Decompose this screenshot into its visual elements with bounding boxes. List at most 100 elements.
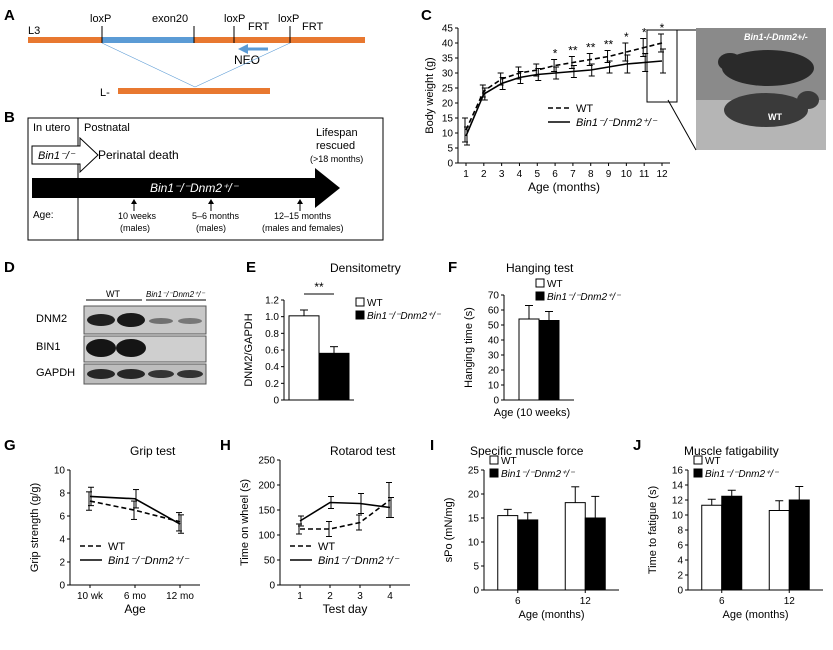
y-tick-label-j-6: 12	[672, 496, 684, 507]
age1-sub: (males)	[120, 223, 150, 233]
legend-label-f-0: WT	[547, 279, 563, 290]
y-axis-label-f: Hanging time (s)	[463, 307, 475, 388]
y-tick-label-c-4: 20	[442, 99, 454, 110]
y-tick-label-j-1: 2	[677, 571, 683, 582]
legend-label-h-0: WT	[318, 541, 335, 553]
bin1-ko-arrow	[31, 136, 99, 174]
band-gapdh-dko2	[177, 370, 203, 378]
y-tick-label-i-0: 0	[473, 586, 479, 597]
y-tick-label-f-7: 70	[488, 291, 500, 302]
chart-j: J Muscle fatigability 0 2 4 6 8 10 12 14 16 Time to…	[633, 437, 823, 621]
photo-wt-mouse-head	[797, 91, 819, 109]
chart-title-j: Muscle fatigability	[684, 444, 779, 458]
panel-letter-g: G	[4, 437, 16, 454]
panel-a: A L3 loxP exon20 loxP FRT loxP FRT NEO L…	[4, 7, 365, 99]
age-marker-1	[131, 199, 137, 211]
band-gapdh-dko1	[148, 370, 174, 378]
y-tick-label-f-3: 30	[488, 351, 500, 362]
y-tick-label-c-9: 45	[442, 24, 454, 35]
legend-swatch-j-1	[693, 468, 703, 478]
significance-c-0: *	[553, 47, 558, 61]
blot-wt-header: WT	[106, 289, 120, 299]
y-tick-label-g-0: 0	[59, 581, 65, 592]
x-axis-label-i: Age (months)	[518, 609, 584, 621]
dko-arrow-label: Bin1⁻/⁻Dnm2⁺/⁻	[150, 181, 240, 195]
y-tick-label-e-4: 0.8	[265, 329, 279, 340]
legend-label-i-0: WT	[501, 456, 517, 467]
y-tick-label-f-1: 10	[488, 381, 500, 392]
band-gapdh-wt1	[87, 369, 115, 379]
lminus-allele-bar	[118, 88, 270, 94]
y-tick-label-i-2: 10	[468, 538, 480, 549]
bar-e-0-0	[288, 315, 320, 401]
x-tick-label-g-0: 10 wk	[77, 591, 104, 602]
chart-f: F Hanging test 0 10 20 30 40 50 60 70 Hanging time…	[448, 259, 621, 419]
blot-row-bin1: BIN1	[36, 341, 60, 353]
x-tick-label-g-1: 6 mo	[124, 591, 147, 602]
x-tick-label-c-1: 2	[481, 169, 487, 180]
y-tick-label-e-1: 0.2	[265, 379, 279, 390]
y-tick-label-j-5: 10	[672, 511, 684, 522]
y-tick-label-h-4: 200	[258, 481, 275, 492]
series-line-g-1	[89, 495, 181, 525]
x-tick-label-i-0: 6	[515, 596, 521, 607]
y-tick-label-f-6: 60	[488, 306, 500, 317]
y-tick-label-c-8: 40	[442, 39, 454, 50]
loxp-label-3: loxP	[278, 13, 299, 25]
frt-label-1: FRT	[248, 21, 269, 33]
lifespan-label: Lifespan	[316, 127, 358, 139]
y-tick-label-c-7: 35	[442, 54, 454, 65]
blot-row-dnm2: DNM2	[36, 313, 67, 325]
legend-label-c-0: WT	[576, 103, 593, 115]
legend-label-c-1: Bin1⁻/⁻Dnm2⁺/⁻	[576, 117, 658, 129]
lminus-label: L-	[100, 87, 110, 99]
panel-letter-c: C	[421, 7, 432, 24]
y-tick-label-i-4: 20	[468, 490, 480, 501]
legend-swatch-i-0	[489, 455, 499, 465]
band-dnm2-dko1	[149, 318, 173, 324]
series-line-c-1	[465, 60, 663, 137]
photo-dko-mouse-head	[718, 53, 742, 71]
bar-e-1-0	[318, 352, 350, 401]
x-tick-label-c-6: 7	[570, 169, 576, 180]
significance-c-2: **	[586, 41, 596, 55]
frt-label-2: FRT	[302, 21, 323, 33]
significance-c-1: **	[568, 44, 578, 58]
chart-e: E Densitometry 0 0.2 0.4 0.6 0.8 1.0 1.2 DNM2/GAP…	[243, 259, 441, 407]
l3-allele-bar	[28, 37, 365, 43]
x-tick-label-c-7: 8	[588, 169, 594, 180]
bar-f-1-0	[538, 320, 560, 401]
legend-label-j-0: WT	[705, 456, 721, 467]
legend-label-f-1: Bin1⁻/⁻Dnm2⁺/⁻	[547, 292, 621, 303]
x-tick-label-g-2: 12 mo	[166, 591, 194, 602]
x-tick-label-h-2: 3	[357, 591, 363, 602]
y-tick-label-j-8: 16	[672, 466, 684, 477]
y-tick-label-g-4: 8	[59, 489, 65, 500]
bar-j-0-1	[768, 510, 790, 591]
panel-b: B In utero Postnatal Bin1⁻/⁻ Perinatal d…	[4, 109, 384, 241]
x-tick-label-c-4: 5	[534, 169, 540, 180]
chart-h: H Rotarod test 0 50 100 150 200 250 Time on whee…	[220, 437, 410, 616]
recombination-line-1	[101, 42, 196, 88]
y-tick-label-f-5: 50	[488, 321, 500, 332]
bar-j-1-1	[788, 499, 810, 591]
timeline-box	[27, 117, 384, 241]
chart-title-i: Specific muscle force	[470, 444, 584, 458]
y-tick-label-c-5: 25	[442, 84, 454, 95]
lifespan-months-label: (>18 months)	[310, 154, 363, 164]
x-tick-label-c-8: 9	[606, 169, 612, 180]
panel-letter-f: F	[448, 259, 457, 276]
panel-letter-b: B	[4, 109, 15, 126]
neo-arrow-head	[238, 44, 248, 54]
y-tick-label-c-1: 5	[447, 144, 453, 155]
bar-i-1-1	[584, 517, 606, 591]
x-tick-label-c-10: 11	[639, 169, 650, 180]
y-tick-label-g-5: 10	[54, 466, 66, 477]
x-tick-label-h-0: 1	[297, 591, 303, 602]
bar-j-1-0	[721, 495, 743, 591]
legend-label-i-1: Bin1⁻/⁻Dnm2⁺/⁻	[501, 469, 575, 480]
chart-g: G Grip test 0 2 4 6 8 10 Grip strength (g/g) 10 w…	[4, 437, 200, 616]
legend-label-h-1: Bin1⁻/⁻Dnm2⁺/⁻	[318, 555, 400, 567]
